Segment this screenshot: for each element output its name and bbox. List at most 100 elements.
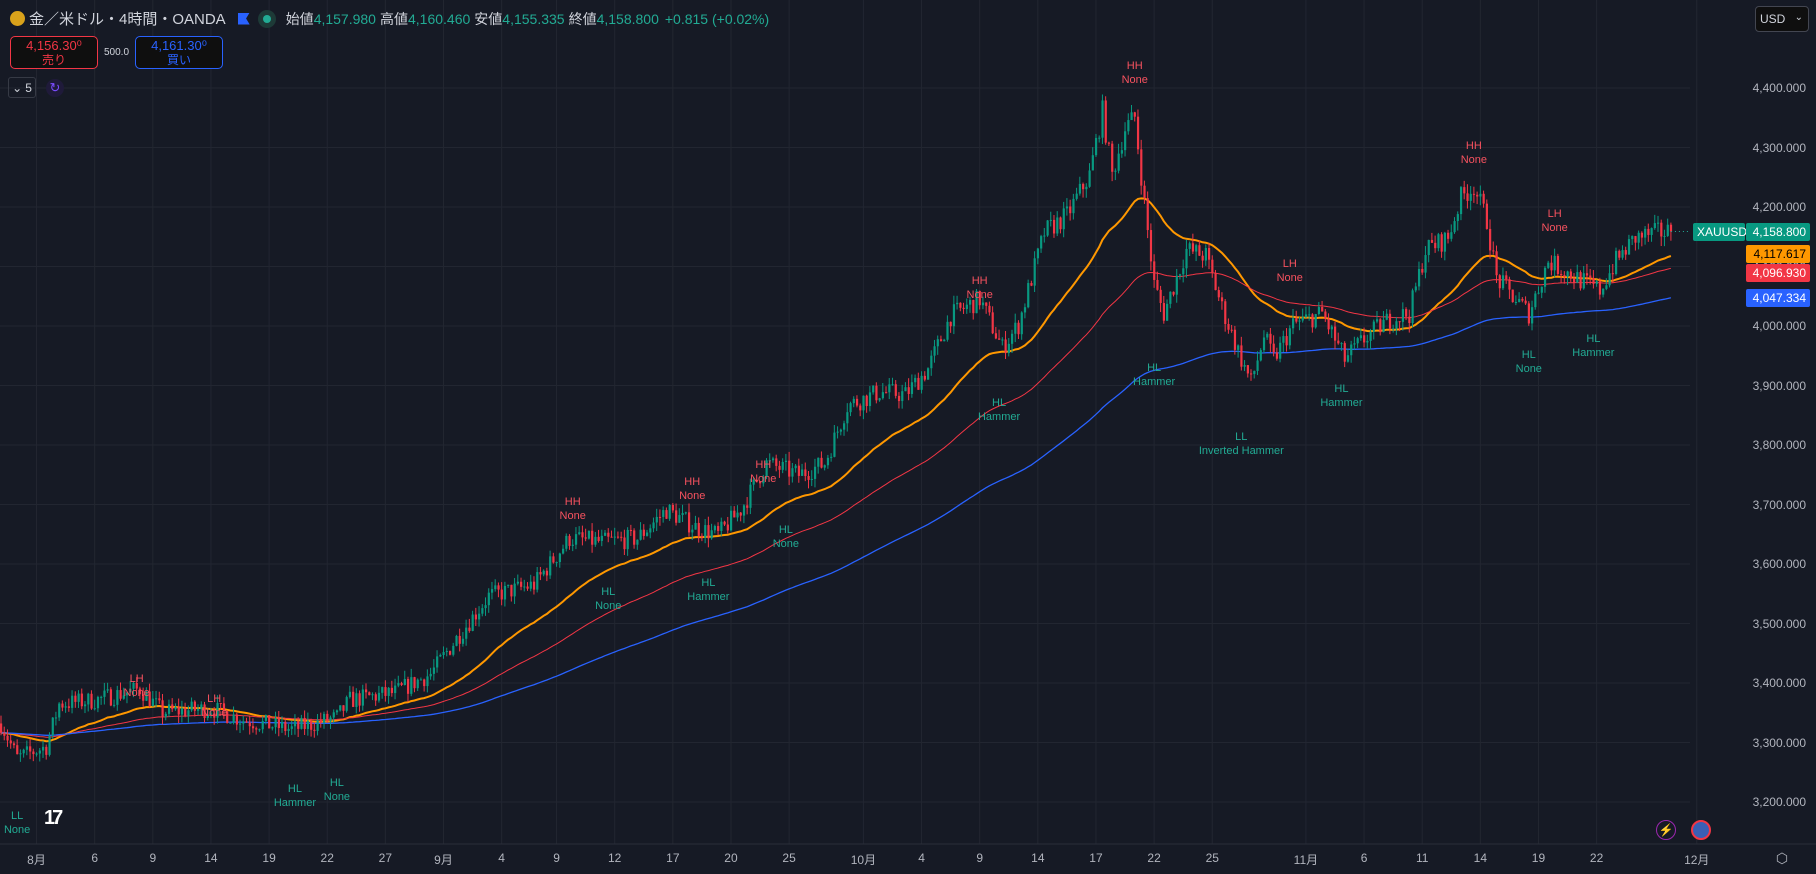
candle-body bbox=[348, 691, 352, 698]
candle-body bbox=[213, 713, 216, 718]
swing-label: HL None bbox=[323, 776, 351, 803]
candle-body bbox=[481, 608, 484, 614]
candle-body bbox=[536, 572, 539, 590]
candle-body bbox=[313, 729, 316, 731]
candle-body bbox=[952, 304, 956, 327]
candle-body bbox=[1534, 293, 1537, 308]
candle-body bbox=[1450, 232, 1453, 239]
candle-body bbox=[1430, 239, 1434, 243]
candle-body bbox=[662, 510, 665, 517]
tradingview-logo[interactable]: 17 bbox=[44, 807, 63, 829]
time-axis-label: 22 bbox=[1589, 851, 1604, 865]
candle-body bbox=[697, 522, 700, 536]
candle-body bbox=[122, 695, 125, 699]
candle-body bbox=[1560, 273, 1563, 276]
symbol-title[interactable]: 金／米ドル・4時間・OANDA bbox=[29, 11, 226, 28]
moving-averages bbox=[0, 197, 1672, 743]
candle-body bbox=[1482, 193, 1485, 204]
candle-body bbox=[810, 478, 813, 480]
candle-body bbox=[352, 691, 355, 707]
candle-body bbox=[264, 715, 268, 721]
candle-body bbox=[1046, 220, 1049, 236]
low-value: 4,155.335 bbox=[502, 10, 565, 27]
candle-body bbox=[400, 683, 403, 686]
candle-body bbox=[985, 302, 988, 306]
indicators-toggle[interactable]: ⌄ 5 bbox=[8, 77, 36, 98]
candle-body bbox=[652, 522, 655, 529]
time-axis-label: 17 bbox=[666, 851, 680, 865]
candle-body bbox=[1185, 248, 1188, 269]
candle-body bbox=[1146, 198, 1149, 231]
candle-body bbox=[1030, 283, 1033, 286]
candle-body bbox=[1317, 307, 1321, 315]
candle-body bbox=[1010, 333, 1014, 344]
candle-body bbox=[1049, 219, 1052, 221]
lightning-icon[interactable]: ⚡ bbox=[1656, 820, 1676, 840]
candle-body bbox=[1101, 100, 1104, 138]
candle-body bbox=[1595, 281, 1598, 284]
candle-body bbox=[526, 586, 529, 589]
flag-icon[interactable] bbox=[237, 12, 250, 25]
candle-body bbox=[74, 695, 77, 702]
candle-body bbox=[516, 581, 519, 584]
candle-body bbox=[239, 723, 242, 725]
grid-lines bbox=[0, 0, 1698, 844]
candle-body bbox=[1550, 262, 1553, 271]
candle-body bbox=[826, 457, 830, 466]
time-axis-label: 22 bbox=[320, 851, 334, 865]
candle-body bbox=[222, 703, 226, 712]
buy-button[interactable]: 4,161.30⁰ 買い bbox=[135, 36, 224, 69]
candle-body bbox=[90, 693, 93, 709]
candle-body bbox=[1356, 338, 1359, 344]
price-axis-label: 3,400.000 bbox=[1752, 676, 1806, 690]
candle-body bbox=[965, 304, 968, 310]
candle-body bbox=[64, 706, 67, 708]
candle-body bbox=[61, 703, 64, 708]
candle-body bbox=[1256, 360, 1259, 371]
candle-body bbox=[419, 679, 423, 681]
candle-body bbox=[316, 720, 319, 731]
candle-body bbox=[607, 532, 610, 537]
candle-body bbox=[562, 548, 565, 554]
candle-body bbox=[920, 375, 923, 390]
candle-body bbox=[969, 300, 972, 305]
candle-body bbox=[888, 384, 891, 393]
candle-body bbox=[1605, 285, 1608, 289]
candle-body bbox=[138, 688, 142, 695]
sell-button[interactable]: 4,156.30⁰ 売り bbox=[10, 36, 98, 69]
candle-body bbox=[106, 689, 109, 691]
candle-body bbox=[574, 534, 578, 545]
candle-body bbox=[1091, 155, 1094, 171]
candle-body bbox=[1395, 321, 1398, 329]
candle-body bbox=[626, 529, 629, 550]
candle-body bbox=[1411, 290, 1414, 324]
time-axis-label: 9 bbox=[976, 851, 984, 865]
candle-body bbox=[1498, 275, 1501, 289]
candle-body bbox=[723, 521, 726, 525]
candle-body bbox=[901, 391, 904, 402]
candle-body bbox=[613, 536, 616, 538]
candle-body bbox=[1214, 273, 1217, 291]
candle-body bbox=[319, 720, 322, 723]
candle-body bbox=[1392, 328, 1395, 330]
candle-body bbox=[1159, 289, 1162, 304]
candle-body bbox=[306, 720, 310, 729]
candle-body bbox=[927, 368, 930, 380]
candle-body bbox=[1233, 329, 1237, 350]
swing-label: LL None bbox=[3, 809, 31, 836]
candle-body bbox=[1579, 272, 1582, 289]
sync-icon[interactable]: ↻ bbox=[46, 78, 64, 97]
candle-body bbox=[539, 572, 542, 575]
candle-body bbox=[1198, 245, 1201, 256]
candle-body bbox=[1611, 273, 1614, 275]
currency-select[interactable]: USD ⌄ bbox=[1755, 6, 1809, 32]
candle-body bbox=[19, 753, 22, 755]
candle-body bbox=[155, 698, 158, 700]
indicator-count: 5 bbox=[25, 80, 32, 95]
candle-body bbox=[271, 727, 274, 729]
candle-body bbox=[87, 693, 90, 705]
settings-icon[interactable]: ⬡ bbox=[1775, 849, 1789, 866]
us-flag-icon[interactable] bbox=[1691, 820, 1711, 840]
candle-body bbox=[1350, 344, 1353, 356]
